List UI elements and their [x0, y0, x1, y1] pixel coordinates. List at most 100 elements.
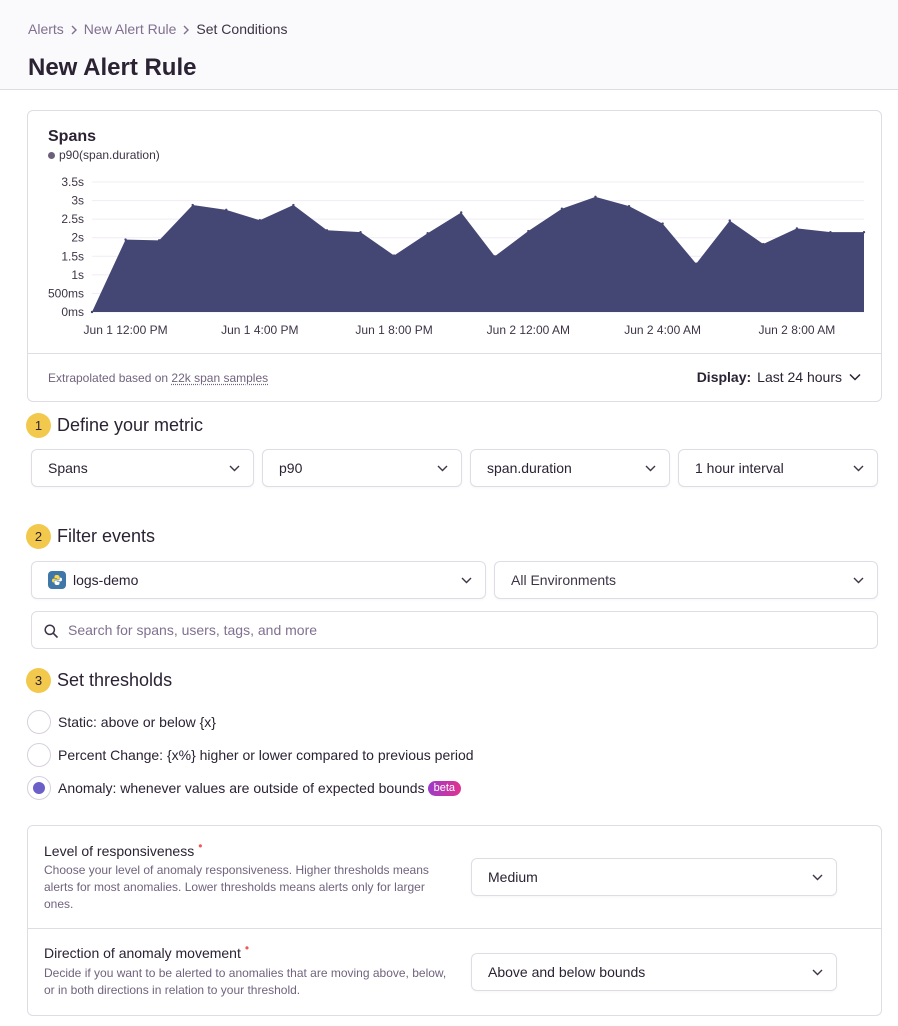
- chart-data-point: [795, 227, 799, 230]
- chart-data-point: [90, 310, 94, 314]
- chart-y-tick-label: 3.5s: [61, 175, 84, 189]
- chart-data-point: [627, 204, 631, 208]
- chart-y-tick-label: 0ms: [61, 305, 84, 319]
- chevron-down-icon: [437, 465, 448, 472]
- chevron-right-icon: [176, 21, 196, 37]
- environment-value: All Environments: [511, 572, 617, 588]
- chart-data-point: [493, 255, 496, 258]
- chart-y-tick-label: 2.5s: [61, 212, 84, 226]
- radio-button[interactable]: [27, 743, 51, 767]
- project-select[interactable]: logs-demo: [31, 561, 486, 599]
- aggregate-value: p90: [279, 460, 303, 476]
- field-select[interactable]: span.duration: [470, 449, 670, 487]
- direction-setting: Direction of anomaly movement • Decide if…: [28, 929, 881, 1016]
- threshold-option-label: Percent Change: {x%} higher or lower com…: [58, 747, 474, 763]
- chart-data-point: [829, 230, 832, 234]
- breadcrumb-new-alert-rule-link[interactable]: New Alert Rule: [83, 21, 177, 37]
- chart-data-point: [460, 211, 463, 214]
- chart-data-point: [728, 219, 731, 222]
- responsiveness-value: Medium: [488, 869, 538, 885]
- required-mark: •: [244, 941, 250, 955]
- chart-x-tick-label: Jun 2 8:00 AM: [759, 323, 836, 337]
- beta-badge: beta: [427, 780, 461, 796]
- chart-data-point: [694, 262, 698, 265]
- chart-data-point: [124, 238, 127, 241]
- step-filter-events: 2 Filter events: [26, 524, 155, 549]
- chevron-right-icon: [64, 21, 84, 37]
- radio-button-selected[interactable]: [27, 776, 51, 800]
- chevron-down-icon: [853, 465, 864, 472]
- responsiveness-select[interactable]: Medium: [471, 858, 837, 896]
- threshold-option-label: Anomaly: whenever values are outside of …: [58, 780, 425, 796]
- chart-plot: 0ms 500ms 1s 1.5s 2s 2.5s 3s 3.5s Jun 1 12:00 PM…: [48, 175, 866, 337]
- chart-data-point: [527, 229, 530, 233]
- aggregate-select[interactable]: p90: [262, 449, 462, 487]
- span-samples-link[interactable]: 22k span samples: [171, 371, 269, 385]
- search-input[interactable]: Search for spans, users, tags, and more: [31, 611, 878, 649]
- threshold-option-anomaly[interactable]: Anomaly: whenever values are outside of …: [27, 776, 461, 800]
- project-value: logs-demo: [73, 572, 139, 588]
- extrapolation-note: Extrapolated based on 22k span samples: [48, 371, 268, 385]
- chevron-down-icon: [812, 969, 823, 976]
- dataset-select[interactable]: Spans: [31, 449, 254, 487]
- dataset-value: Spans: [48, 460, 88, 476]
- threshold-option-label: Static: above or below {x}: [58, 714, 216, 730]
- chevron-down-icon: [853, 577, 864, 584]
- chevron-down-icon: [461, 577, 472, 584]
- radio-button[interactable]: [27, 710, 51, 734]
- responsiveness-label: Level of responsiveness •: [44, 839, 202, 859]
- chart-y-tick-label: 1.5s: [61, 249, 84, 263]
- step-title: Set thresholds: [57, 670, 173, 690]
- environment-select[interactable]: All Environments: [494, 561, 878, 599]
- step-number-badge: 1: [26, 413, 51, 438]
- chart-x-tick-label: Jun 2 4:00 AM: [624, 323, 701, 337]
- python-icon: [48, 571, 66, 589]
- search-icon: [44, 624, 58, 638]
- direction-select[interactable]: Above and below bounds: [471, 953, 837, 991]
- responsiveness-setting: Level of responsiveness • Choose your lev…: [28, 826, 881, 928]
- responsiveness-help: Choose your level of anomaly responsiven…: [44, 863, 429, 911]
- step-title: Define your metric: [57, 415, 204, 435]
- display-value: Last 24 hours: [757, 369, 842, 385]
- responsiveness-label-text: Level of responsiveness: [44, 843, 195, 859]
- required-mark: •: [198, 839, 203, 853]
- display-label: Display:: [696, 369, 752, 385]
- direction-value: Above and below bounds: [488, 964, 646, 980]
- breadcrumb-alerts-link[interactable]: Alerts: [28, 21, 64, 37]
- chevron-down-icon: [812, 874, 823, 881]
- chevron-down-icon: [645, 465, 656, 472]
- chevron-down-icon: [229, 465, 240, 472]
- page-title: New Alert Rule: [28, 54, 197, 81]
- chart-data-point: [157, 239, 161, 242]
- threshold-option-percent-change[interactable]: Percent Change: {x%} higher or lower com…: [27, 743, 474, 767]
- legend-label: p90(span.duration): [59, 148, 160, 162]
- step-title: Filter events: [57, 526, 156, 546]
- direction-label-text: Direction of anomaly movement: [44, 945, 241, 961]
- chart-data-point: [392, 254, 396, 257]
- chevron-down-icon: [849, 373, 861, 381]
- step-number-badge: 3: [26, 668, 51, 693]
- chart-footer: Extrapolated based on 22k span samples D…: [28, 353, 881, 402]
- display-period-dropdown[interactable]: Display: Last 24 hours: [697, 369, 861, 385]
- chart-series-area: [92, 196, 864, 312]
- step-define-metric: 1 Define your metric: [26, 413, 203, 438]
- step-set-thresholds: 3 Set thresholds: [26, 668, 172, 693]
- direction-label: Direction of anomaly movement •: [44, 941, 249, 961]
- chart-y-tick-label: 2s: [71, 231, 84, 245]
- threshold-option-static[interactable]: Static: above or below {x}: [27, 710, 216, 734]
- page-header: Alerts New Alert Rule Set Conditions New…: [0, 0, 898, 90]
- chart-data-point: [191, 203, 194, 207]
- direction-help: Decide if you want to be alerted to anom…: [44, 966, 447, 997]
- chart-legend: p90(span.duration): [48, 148, 160, 162]
- chart-data-point: [292, 203, 295, 207]
- legend-dot-icon: [48, 151, 55, 159]
- chart-y-tick-label: 1s: [71, 268, 84, 282]
- interval-select[interactable]: 1 hour interval: [678, 449, 878, 487]
- step-number-badge: 2: [26, 524, 51, 549]
- extrapolation-prefix: Extrapolated based on: [48, 371, 172, 385]
- chart-x-tick-label: Jun 1 4:00 PM: [221, 323, 298, 337]
- chart-data-point: [359, 230, 362, 234]
- chart-data-point: [862, 230, 866, 234]
- chart-y-tick-label: 500ms: [48, 286, 84, 300]
- field-value: span.duration: [487, 460, 572, 476]
